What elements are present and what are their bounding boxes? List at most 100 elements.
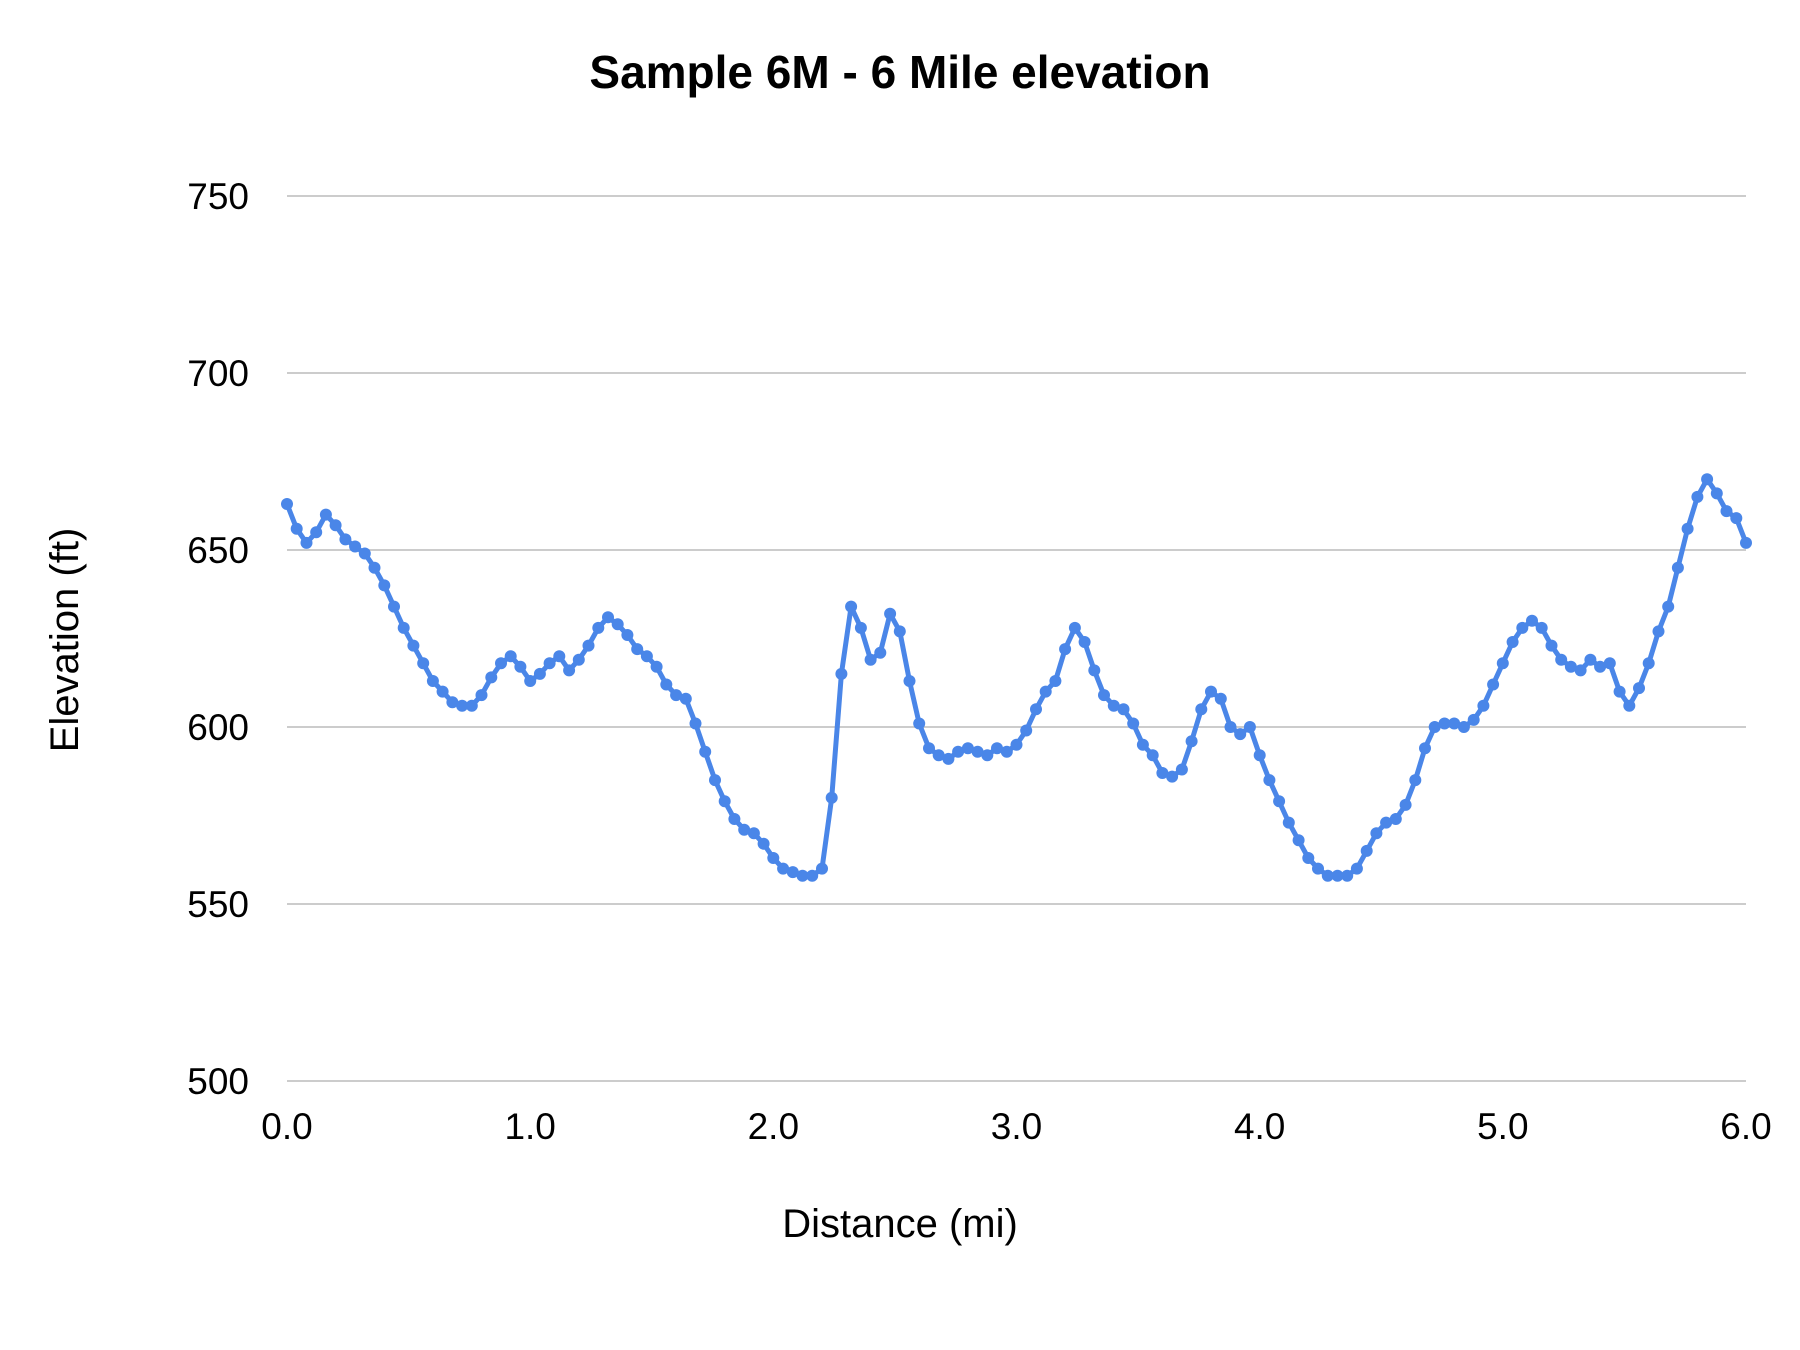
data-point-137 [1613,685,1626,698]
x-tick-label-5.0: 5.0 [1477,1106,1528,1147]
data-point-21 [485,671,498,684]
data-point-125 [1496,657,1509,670]
data-point-23 [504,650,517,663]
data-point-143 [1671,561,1684,574]
data-point-6 [339,533,352,546]
data-point-132 [1564,660,1577,673]
data-point-78 [1039,685,1052,698]
data-point-10 [378,579,391,592]
data-point-2 [300,536,313,549]
data-point-11 [388,600,400,613]
x-tick-label-2.0: 2.0 [748,1106,799,1147]
data-point-9 [368,561,381,574]
data-point-68 [942,752,955,765]
data-point-123 [1477,699,1490,712]
data-point-103 [1282,816,1295,829]
data-point-13 [407,639,420,652]
data-point-139 [1633,682,1645,695]
data-point-29 [563,664,576,677]
data-point-36 [631,643,644,656]
data-point-84 [1098,689,1110,702]
data-point-62 [884,607,897,620]
data-point-22 [495,657,507,670]
data-point-135 [1594,660,1607,673]
data-point-94 [1195,703,1208,716]
y-tick-label-500: 500 [187,1061,249,1102]
data-point-54 [806,869,819,882]
data-point-99 [1243,721,1256,733]
data-point-66 [923,742,935,755]
data-point-115 [1399,798,1412,811]
data-point-74 [1000,745,1013,758]
data-point-7 [349,540,362,553]
data-point-3 [310,526,323,539]
y-tick-label-700: 700 [187,353,249,394]
data-point-77 [1030,703,1042,716]
data-point-113 [1380,816,1393,829]
data-point-27 [543,657,556,670]
data-point-131 [1555,653,1568,666]
data-point-18 [456,699,469,712]
data-point-134 [1584,653,1597,666]
data-point-47 [738,823,751,836]
data-point-83 [1088,664,1101,677]
data-point-117 [1419,742,1431,755]
data-point-127 [1516,621,1529,634]
data-point-105 [1302,852,1315,864]
data-point-32 [592,621,605,634]
y-tick-label-600: 600 [187,707,249,748]
data-point-75 [1010,738,1023,751]
data-point-98 [1234,728,1247,741]
data-point-85 [1107,699,1120,712]
data-point-109 [1341,869,1354,882]
y-tick-label-650: 650 [187,530,249,571]
data-point-95 [1205,685,1217,698]
data-point-142 [1662,600,1675,613]
data-point-114 [1389,813,1402,825]
data-point-121 [1457,721,1470,733]
data-point-64 [903,675,916,687]
data-point-129 [1535,621,1548,634]
data-point-141 [1652,625,1665,638]
data-point-26 [533,667,546,680]
data-point-76 [1020,724,1033,737]
data-point-51 [777,862,790,875]
x-tick-label-4.0: 4.0 [1234,1106,1285,1147]
data-point-122 [1467,713,1480,726]
y-tick-label-550: 550 [187,884,249,925]
x-tick-label-6.0: 6.0 [1720,1106,1771,1147]
data-point-144 [1681,522,1694,535]
x-axis-tick-labels: 0.0 1.0 2.0 3.0 4.0 5.0 6.0 [261,1106,1771,1147]
data-point-149 [1730,512,1743,525]
data-point-112 [1370,827,1383,840]
data-point-65 [913,717,926,730]
data-point-16 [436,685,449,698]
data-point-90 [1156,767,1169,779]
data-point-88 [1136,738,1149,751]
data-point-50 [767,852,780,864]
data-point-28 [553,650,566,663]
gridlines [287,195,1746,1082]
data-point-110 [1350,862,1363,875]
data-point-52 [786,866,799,879]
data-point-147 [1710,487,1723,500]
data-point-59 [854,621,867,634]
data-point-14 [417,657,430,670]
data-point-67 [932,749,945,762]
data-point-4 [319,508,332,521]
data-point-86 [1117,703,1130,716]
data-point-49 [757,837,770,850]
data-point-89 [1146,749,1159,762]
data-point-35 [621,629,634,641]
data-point-5 [329,519,342,532]
data-point-46 [728,813,741,825]
data-point-81 [1068,621,1081,634]
data-point-53 [796,869,809,882]
data-point-72 [981,749,994,762]
data-point-79 [1049,675,1062,687]
data-point-118 [1428,721,1441,733]
data-point-31 [582,639,595,652]
data-point-55 [816,862,828,875]
